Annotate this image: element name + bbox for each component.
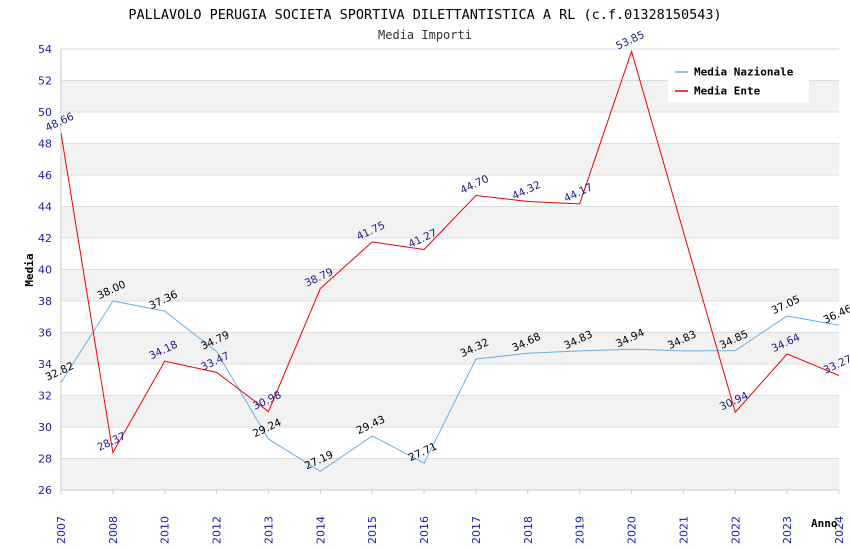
- x-axis: 2007 2008 2010 2012 2013 2014 2015 2016 2017 2018…: [55, 490, 846, 544]
- y-tick-label: 54: [38, 43, 52, 56]
- legend: Media Nazionale Media Ente: [668, 60, 809, 102]
- series-line-media-ente: [60, 49, 840, 455]
- x-tick-label: 2007: [55, 516, 68, 544]
- y-tick-label: 32: [38, 390, 52, 403]
- y-tick-label: 30: [38, 421, 52, 434]
- series-line-media-nazionale: [60, 300, 840, 472]
- legend-box: [668, 60, 809, 102]
- x-tick-label: 2020: [626, 516, 639, 544]
- y-axis-label: Media: [23, 253, 36, 286]
- y-tick-label: 42: [38, 232, 52, 245]
- y-tick-label: 26: [38, 484, 52, 497]
- grid-band: [61, 269, 839, 301]
- chart-title: PALLAVOLO PERUGIA SOCIETA SPORTIVA DILET…: [128, 7, 721, 23]
- y-tick-label: 34: [38, 358, 52, 371]
- grid-band: [61, 364, 839, 396]
- x-tick-label: 2013: [262, 516, 275, 544]
- x-tick-label: 2019: [574, 516, 587, 544]
- y-tick-label: 38: [38, 295, 52, 308]
- y-tick-label: 44: [38, 201, 52, 214]
- grid-band: [61, 332, 839, 364]
- x-axis-label: Anno: [811, 517, 838, 530]
- legend-label: Media Ente: [694, 85, 761, 98]
- series-lines: [60, 49, 840, 472]
- legend-label: Media Nazionale: [694, 66, 794, 79]
- x-tick-label: 2015: [366, 516, 379, 544]
- y-tick-label: 48: [38, 138, 52, 151]
- x-tick-label: 2012: [211, 516, 224, 544]
- x-tick-label: 2017: [470, 516, 483, 544]
- y-tick-label: 50: [38, 106, 52, 119]
- grid-band: [61, 458, 839, 490]
- x-tick-label: 2024: [833, 516, 846, 544]
- grid-band: [61, 112, 839, 144]
- x-tick-label: 2016: [418, 516, 431, 544]
- y-tick-label: 28: [38, 453, 52, 466]
- y-axis: 26 28 30 32 34 36 38 40 42 44 46 48 50 52 54: [38, 43, 52, 497]
- grid-band: [61, 301, 839, 333]
- x-tick-label: 2014: [314, 516, 327, 544]
- x-tick-label: 2010: [159, 516, 172, 544]
- x-tick-label: 2018: [522, 516, 535, 544]
- y-tick-label: 40: [38, 264, 52, 277]
- grid-band: [61, 143, 839, 175]
- grid-band: [61, 175, 839, 207]
- chart-subtitle: Media Importi: [378, 28, 472, 42]
- y-tick-label: 46: [38, 169, 52, 182]
- x-tick-label: 2008: [107, 516, 120, 544]
- plot-background: [60, 48, 839, 491]
- y-tick-label: 36: [38, 327, 52, 340]
- x-tick-label: 2022: [729, 516, 742, 544]
- grid-band: [61, 238, 839, 270]
- x-tick-label: 2023: [781, 516, 794, 544]
- x-tick-label: 2021: [677, 516, 690, 544]
- grid-band: [61, 427, 839, 459]
- y-tick-label: 52: [38, 75, 52, 88]
